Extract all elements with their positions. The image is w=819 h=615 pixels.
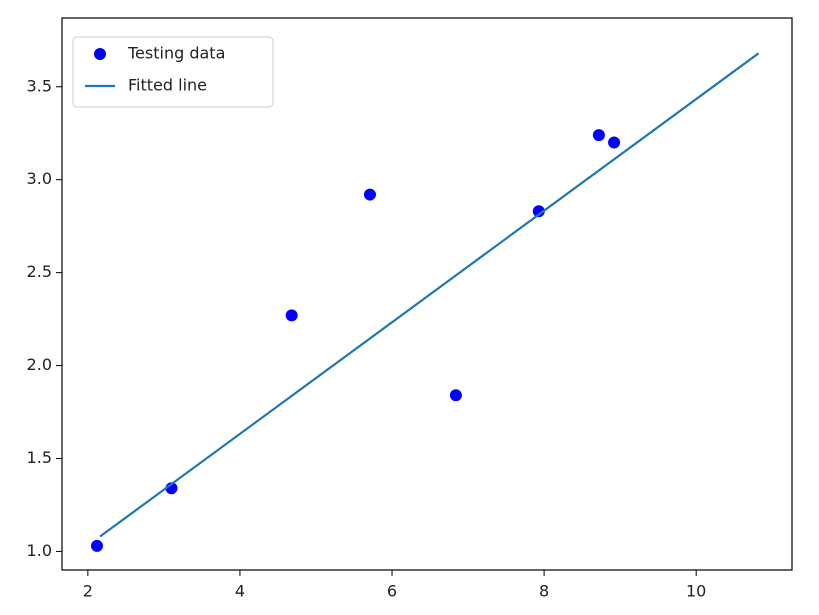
y-tick-label: 2.5 [27, 262, 52, 281]
y-tick-label: 2.0 [27, 355, 52, 374]
x-tick-label: 8 [539, 582, 549, 601]
point [363, 188, 376, 201]
point [449, 389, 462, 402]
y-tick-label: 3.0 [27, 169, 52, 188]
legend-label: Testing data [127, 44, 225, 63]
plot-frame [61, 17, 793, 571]
point [532, 205, 545, 218]
y-tick-label: 1.5 [27, 448, 52, 467]
legend-box [72, 36, 274, 108]
point [285, 309, 298, 322]
legend-marker [94, 48, 106, 60]
fitted-line [99, 52, 760, 538]
point [592, 129, 605, 142]
y-tick-label: 3.5 [27, 76, 52, 95]
point [608, 136, 621, 149]
x-tick-label: 10 [686, 582, 706, 601]
legend-label: Fitted line [128, 76, 207, 95]
x-tick-label: 6 [387, 582, 397, 601]
point [90, 539, 103, 552]
x-tick-label: 2 [83, 582, 93, 601]
y-tick-label: 1.0 [27, 541, 52, 560]
x-tick-label: 4 [235, 582, 245, 601]
